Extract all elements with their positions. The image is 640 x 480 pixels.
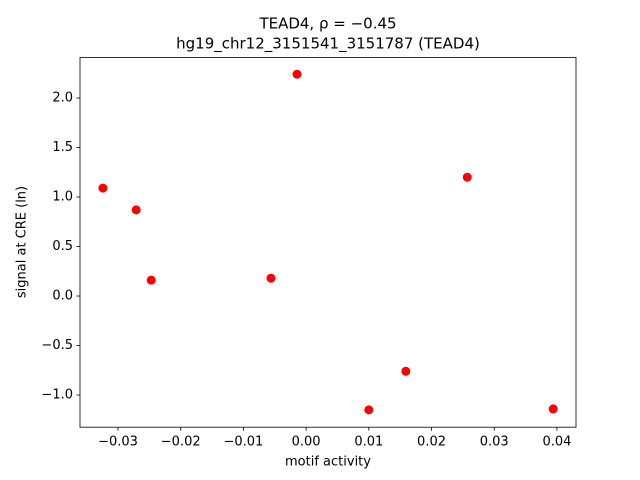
scatter-point: [146, 275, 156, 285]
x-tick-label: −0.03: [98, 435, 138, 450]
scatter-point: [401, 366, 411, 376]
x-tick-label: −0.01: [223, 435, 263, 450]
y-tick-label: −1.0: [41, 388, 73, 403]
scatter-point: [548, 404, 558, 414]
x-tick-label: −0.02: [161, 435, 201, 450]
scatter-point: [462, 172, 472, 182]
chart-title: TEAD4, ρ = −0.45: [258, 15, 396, 33]
y-tick-label: 0.0: [52, 289, 73, 304]
x-tick-label: 0.04: [542, 435, 571, 450]
x-tick-label: 0.01: [354, 435, 383, 450]
y-tick-label: 2.0: [52, 90, 73, 105]
y-tick-label: 0.5: [52, 239, 73, 254]
y-tick-label: −0.5: [41, 338, 73, 353]
y-tick-label: 1.5: [52, 140, 73, 155]
x-tick-label: 0.03: [480, 435, 509, 450]
x-axis-label: motif activity: [285, 455, 371, 470]
chart-subtitle: hg19_chr12_3151541_3151787 (TEAD4): [176, 35, 480, 54]
scatter-point: [266, 273, 276, 283]
x-tick-label: 0.00: [292, 435, 321, 450]
plot-frame: [79, 57, 577, 428]
y-axis-label: signal at CRE (ln): [15, 186, 30, 298]
scatter-point: [98, 183, 108, 193]
scatter-point: [364, 405, 374, 415]
y-tick-label: 1.0: [52, 190, 73, 205]
scatter-point: [131, 205, 141, 215]
scatter-point: [292, 69, 302, 79]
x-tick-label: 0.02: [417, 435, 446, 450]
